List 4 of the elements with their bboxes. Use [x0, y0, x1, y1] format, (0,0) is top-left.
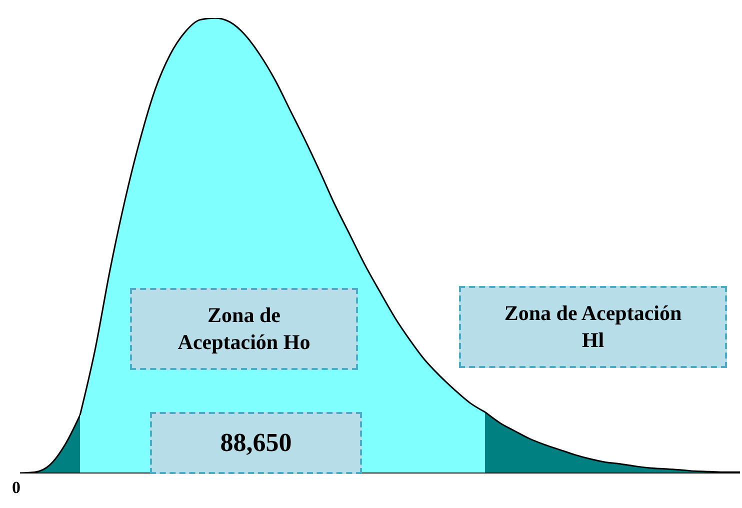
label-box: Zona de Aceptación Ho [130, 288, 358, 370]
text: 0 [12, 478, 20, 498]
label-box: Zona de Aceptación Hl [459, 286, 727, 368]
label-box: 88,650 [150, 412, 362, 474]
